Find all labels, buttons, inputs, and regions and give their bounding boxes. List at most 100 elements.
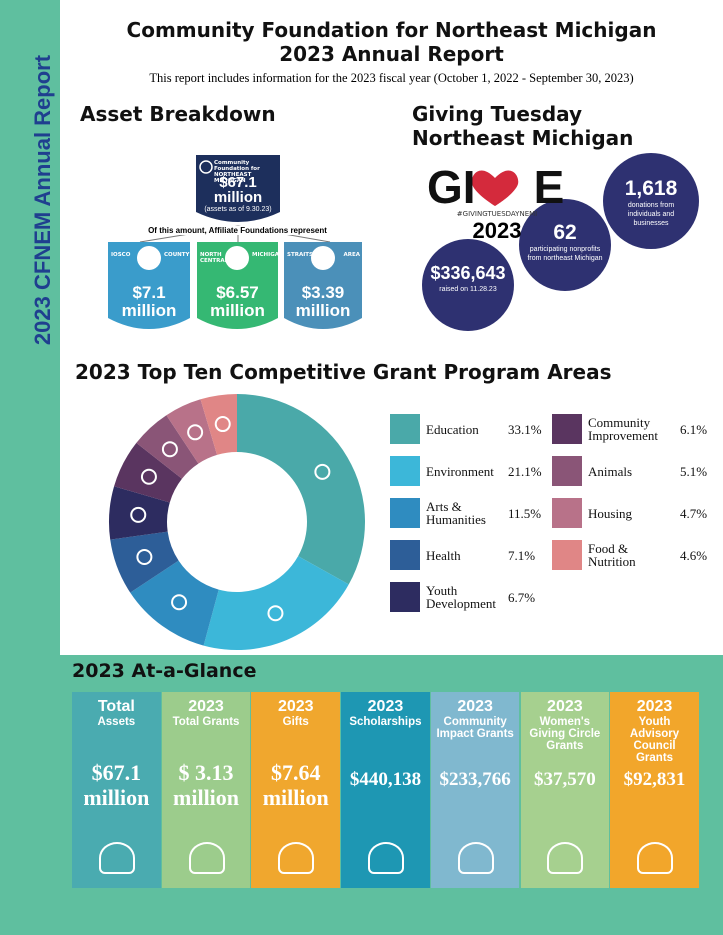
affiliate-amount: $3.39 million <box>284 284 362 320</box>
card-value: $67.1 million <box>72 760 161 810</box>
stat: $336,643 raised on 11.28.23 <box>430 261 506 294</box>
stat-value: 62 <box>553 221 577 244</box>
logo-text: GI <box>427 161 476 213</box>
card-value: $233,766 <box>431 767 520 792</box>
logo-icon <box>199 160 213 174</box>
note: (assets as of 9.30.23) <box>204 206 272 213</box>
stat: 62 participating nonprofits from northeas… <box>527 221 603 263</box>
card-icon <box>547 842 584 874</box>
glance-card: 2023 Women's Giving Circle Grants $37,570 <box>520 692 610 888</box>
segment-icon <box>187 424 204 441</box>
card-label: 2023 <box>457 698 493 715</box>
unit: million <box>213 189 263 206</box>
heading-line: Giving Tuesday <box>412 102 583 126</box>
card-label: 2023 <box>636 698 673 715</box>
card-label: 2023 <box>188 698 224 715</box>
affiliate-logo <box>225 246 249 270</box>
heart-icon <box>471 170 519 206</box>
card-label: Women's Giving Circle Grants <box>529 716 601 752</box>
card-label: Assets <box>97 716 136 728</box>
legend-swatch <box>552 540 582 570</box>
sidebar-label: 2023 CFNEM Annual Report <box>30 54 55 345</box>
card-label: Scholarships <box>349 716 422 728</box>
glance-card: 2023 Community Impact Grants $233,766 <box>430 692 520 888</box>
legend-swatch <box>552 414 582 444</box>
legend-label: Health <box>426 547 461 563</box>
legend-swatch <box>390 540 420 570</box>
total-shield <box>196 155 280 222</box>
affiliate-shield <box>197 242 278 329</box>
legend-label: Housing <box>588 505 633 521</box>
stat-circle <box>422 239 514 331</box>
card-value: $ 3.13 million <box>162 760 251 810</box>
chart-title: 2023 Top Ten Competitive Grant Program A… <box>75 360 612 384</box>
donut-chart <box>109 394 365 650</box>
glance-card: 2023 Gifts $7.64 million <box>251 692 341 888</box>
section-heading: 2023 At-a-Glance <box>72 660 257 682</box>
amount: $3.39 <box>301 283 345 302</box>
donut-segment <box>237 394 365 585</box>
title: Community Foundation for Northeast Michi… <box>60 18 723 66</box>
affiliate-intro: Of this amount, Affiliate Foundations re… <box>100 226 375 235</box>
card-label: 2023 <box>277 698 314 715</box>
logo-line: Community Foundation for <box>214 160 260 172</box>
stat: 1,618 donations from individuals and busi… <box>611 177 691 228</box>
stat-value: $336,643 <box>430 263 506 283</box>
section-heading: Giving Tuesday Northeast Michigan <box>412 102 633 150</box>
title-line: 2023 Annual Report <box>279 42 504 66</box>
affiliate-logo <box>137 246 161 270</box>
section-heading: Asset Breakdown <box>80 102 276 126</box>
segment-icon <box>140 468 157 485</box>
legend-label: Environment <box>426 463 494 479</box>
card-icon <box>98 842 135 874</box>
card-label: Gifts <box>282 716 309 728</box>
segment-icon <box>267 605 284 622</box>
legend-label: Education <box>426 421 479 437</box>
legend-value: 4.6% <box>680 548 708 563</box>
affiliate-logo <box>311 246 335 270</box>
segment-icon <box>171 594 188 611</box>
year: 2023 <box>472 218 522 243</box>
value-line: million <box>83 785 150 810</box>
legend-value: 11.5% <box>508 506 542 521</box>
stat-caption: raised on 11.28.23 <box>439 286 497 293</box>
card-value: $92,831 <box>610 767 699 792</box>
legend-label: Youth Development <box>426 583 497 611</box>
donut-segment <box>200 394 237 455</box>
glance-card: Total Assets $67.1 million <box>72 692 161 888</box>
legend-value: 7.1% <box>508 548 536 563</box>
card-icon <box>278 842 315 874</box>
affiliate-name: MICHIGAN <box>252 252 284 258</box>
card-icon <box>637 842 674 874</box>
title-line: Community Foundation for Northeast Michi… <box>126 18 657 42</box>
legend-value: 4.7% <box>680 506 708 521</box>
stat-circle <box>603 153 699 249</box>
value-line: $92,831 <box>623 769 686 790</box>
unit: million <box>121 301 177 320</box>
legend-value: 5.1% <box>680 464 708 479</box>
donut-segment <box>136 415 199 479</box>
card-icon <box>457 842 494 874</box>
legend-value: 6.1% <box>680 422 708 437</box>
value-line: $233,766 <box>439 769 511 790</box>
stat-caption: participating nonprofits from northeast … <box>527 246 603 262</box>
affiliate-shield <box>284 242 362 329</box>
affiliate-name: STRAITS <box>287 252 313 258</box>
card-label: Total Grants <box>172 716 240 728</box>
legend-swatch <box>390 498 420 528</box>
amount: $6.57 <box>216 283 259 302</box>
donut-segment <box>130 560 219 646</box>
total-amount: $67.1 million (assets as of 9.30.23) <box>196 175 280 214</box>
segment-icon <box>130 506 147 523</box>
legend-label: Arts & Humanities <box>426 499 486 527</box>
donut-segment <box>166 399 218 464</box>
card-icon <box>367 842 404 874</box>
card-value: $7.64 million <box>251 760 340 810</box>
logo-line: NORTHEAST MICHIGAN <box>214 172 252 184</box>
glance-card: 2023 Scholarships $440,138 <box>341 692 430 888</box>
legend-label: Animals <box>588 463 633 479</box>
value-line: $37,570 <box>533 769 596 790</box>
stat-caption: donations from individuals and businesse… <box>627 202 675 227</box>
value-line: million <box>173 785 240 810</box>
